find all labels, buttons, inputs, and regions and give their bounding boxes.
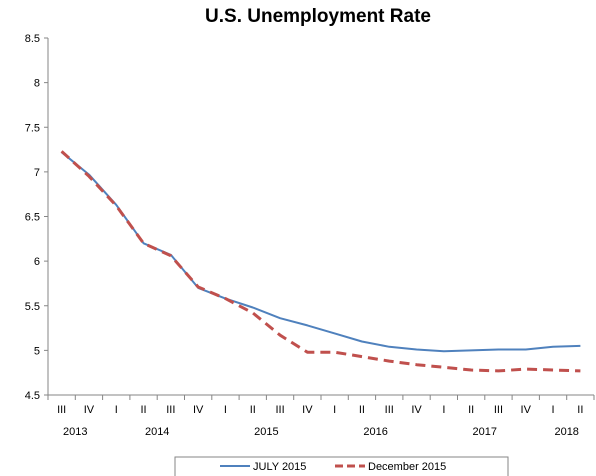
legend: JULY 2015 December 2015 [174,456,509,476]
x-tick-label: II [250,404,256,416]
y-axis-ticks: 4.5 5 5.5 6 6.5 7 7.5 8 8.5 [25,33,48,402]
x-tick-label: I [115,404,118,416]
y-tick-label: 7.5 [25,122,40,134]
legend-label: JULY 2015 [253,461,306,473]
x-tick-label: III [385,404,394,416]
y-tick-label: 5 [34,345,40,357]
x-tick-label: III [166,404,175,416]
y-tick-label: 6.5 [25,212,40,224]
x-tick-label: IV [411,404,422,416]
x-axis-years: 2013 2014 2015 2016 2017 2018 [63,426,579,438]
legend-label: December 2015 [368,461,446,473]
axes [47,38,594,396]
x-axis-ticks: III IV I II III IV I II III IV I II III IV I II III IV I II [47,395,595,416]
x-tick-label: IV [84,404,95,416]
x-tick-label: III [275,404,284,416]
series-lines [60,150,581,373]
x-tick-label: IV [193,404,204,416]
series-line-december-2015 [60,150,581,373]
x-tick-label: II [359,404,365,416]
y-tick-label: 5.5 [25,301,40,313]
chart-title: U.S. Unemployment Rate [205,6,431,27]
x-tick-label: II [140,404,146,416]
x-tick-label: I [442,404,445,416]
x-tick-label: IV [521,404,532,416]
year-label: 2017 [473,426,497,438]
y-tick-label: 4.5 [25,390,40,402]
x-tick-label: II [468,404,474,416]
y-tick-label: 6 [34,256,40,268]
x-tick-label: I [333,404,336,416]
y-tick-label: 7 [34,167,40,179]
year-label: 2016 [363,426,387,438]
x-tick-label: III [57,404,66,416]
x-tick-label: I [224,404,227,416]
x-tick-label: I [552,404,555,416]
x-tick-label: III [494,404,503,416]
y-tick-label: 8 [34,78,40,90]
series-line-july-2015 [60,151,581,353]
year-label: 2018 [554,426,578,438]
y-tick-label: 8.5 [25,33,40,45]
x-tick-label: IV [302,404,313,416]
year-label: 2013 [63,426,87,438]
year-label: 2015 [254,426,278,438]
x-tick-label: II [577,404,583,416]
year-label: 2014 [145,426,169,438]
